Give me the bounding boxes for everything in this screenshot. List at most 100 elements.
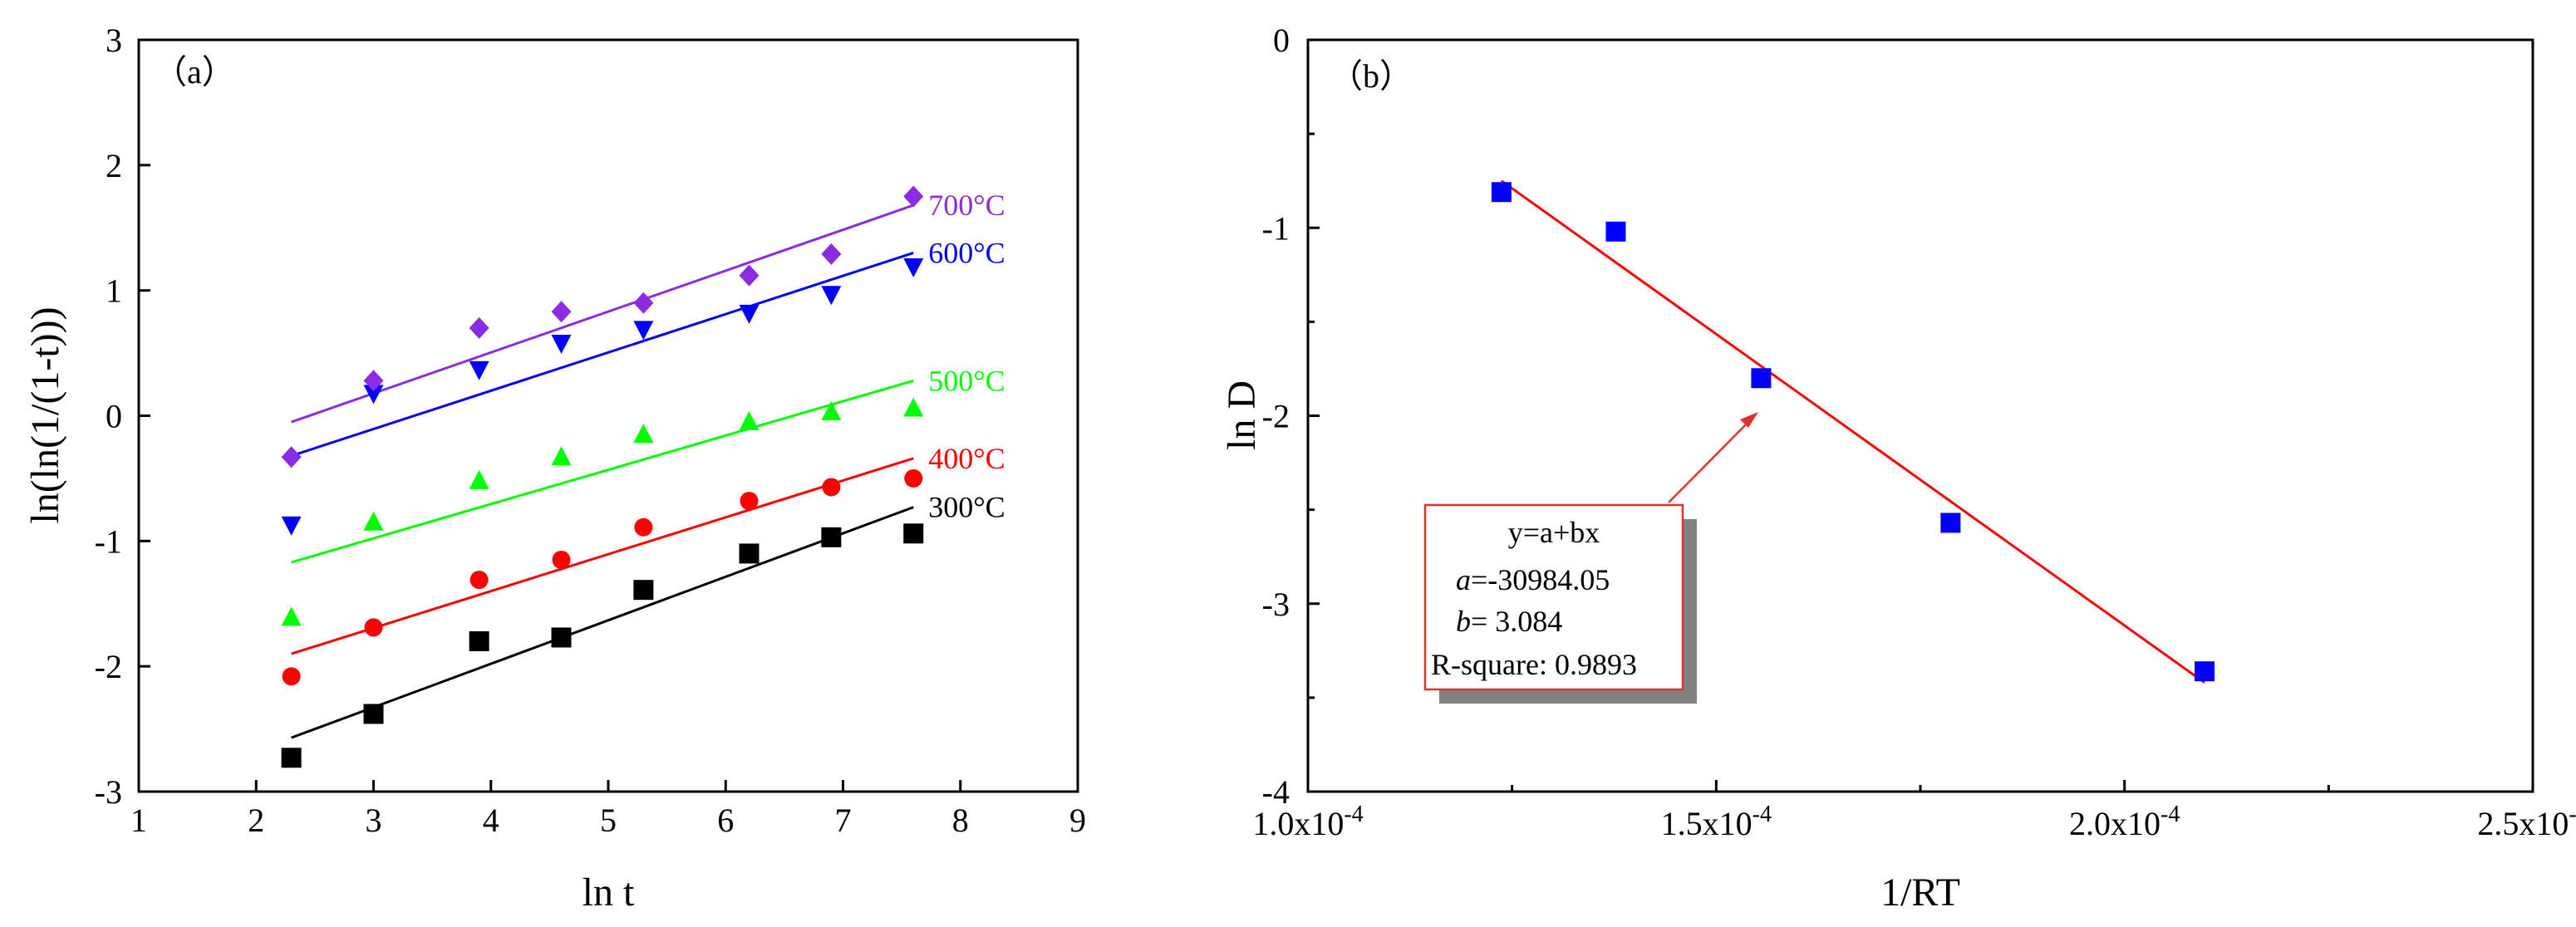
panel-b-xtick-label: 1.0x10-4: [1252, 802, 1363, 842]
panel-a-xtick-label: 5: [600, 802, 617, 839]
point-700C: [739, 264, 760, 287]
panel-b-chart: 1.0x10-4 1.5x10-4 2.0x10-4 2.5x10-4 -4 -3 -2 -1…: [1220, 22, 2576, 915]
panel-b-xtick-label: 2.0x10-4: [2069, 802, 2180, 842]
fit-line-500: [291, 379, 914, 564]
panel-b-fit-lines: [1501, 179, 2205, 684]
panel-b-axis-ticks: 1.0x10-4 1.5x10-4 2.0x10-4 2.5x10-4 -4 -3 -2 -1…: [1252, 22, 2576, 842]
panel-a-data-points: [281, 185, 924, 768]
point-700C: [821, 243, 842, 265]
point-500C: [363, 511, 384, 531]
panel-b-point: [1940, 513, 1961, 533]
panel-a-ylabel: ln(ln(1/(1-t))): [23, 307, 67, 523]
panel-b-point: [1491, 182, 1512, 203]
point-400C: [364, 618, 383, 637]
point-300C: [633, 580, 654, 601]
point-300C: [281, 748, 302, 768]
panel-a-xtick-label: 7: [835, 802, 852, 839]
equation-arrow: [1668, 414, 1756, 503]
point-600C: [551, 335, 572, 355]
point-600C: [821, 286, 842, 306]
equation-line-b: b= 3.084: [1456, 605, 1562, 638]
point-400C: [552, 550, 571, 569]
panel-b-point: [2194, 661, 2215, 682]
point-400C: [822, 478, 841, 497]
fit-line-700: [291, 204, 914, 424]
equation-arrowhead: [1740, 412, 1758, 428]
point-600C: [363, 385, 384, 405]
point-400C: [740, 492, 759, 511]
equation-line-r-square: R-square: 0.9893: [1431, 648, 1637, 681]
point-600C: [903, 258, 924, 278]
point-300C: [363, 704, 384, 724]
equation-line-formula: y=a+bx: [1508, 516, 1600, 549]
point-500C: [281, 606, 302, 626]
point-700C: [281, 446, 302, 468]
point-600C: [633, 321, 654, 341]
panel-b-ytick-label: -3: [1262, 586, 1290, 623]
panel-a-ytick-label: -2: [95, 648, 122, 685]
panel-a-ytick-label: -1: [95, 522, 122, 560]
point-400C: [634, 517, 653, 537]
point-400C: [904, 468, 923, 488]
equation-line-a: a=-30984.05: [1456, 563, 1610, 596]
point-700C: [551, 301, 572, 323]
point-600C: [469, 360, 489, 380]
point-300C: [903, 523, 924, 544]
point-700C: [903, 185, 924, 208]
panel-a-fit-lines: [291, 204, 914, 739]
panel-a-ytick-label: -3: [95, 773, 122, 811]
panel-b-ylabel: ln D: [1220, 380, 1264, 450]
panel-a-series-labels: 300°C 400°C 500°C 600°C 700°C: [928, 189, 1005, 524]
panel-a-plot-frame: [137, 38, 1079, 793]
point-600C: [739, 304, 760, 324]
series-label-500C: 500°C: [928, 364, 1005, 397]
panel-b-point: [1605, 221, 1626, 242]
point-700C: [633, 292, 654, 314]
equation-box: [1423, 503, 1684, 691]
point-700C: [363, 370, 384, 392]
panel-a-xtick-label: 4: [483, 802, 499, 839]
point-600C: [281, 516, 302, 536]
point-500C: [821, 400, 842, 420]
panel-b-ytick-label: -1: [1262, 209, 1290, 247]
panel-b-fit-line: [1501, 179, 2205, 684]
point-500C: [469, 469, 489, 489]
panel-b-ytick-label: -4: [1262, 773, 1290, 811]
panel-a-xlabel: ln t: [583, 871, 635, 915]
point-500C: [903, 397, 924, 417]
point-400C: [282, 667, 301, 686]
panel-b-xtick-label: 2.5x10-4: [2477, 802, 2576, 842]
point-300C: [551, 627, 572, 648]
panel-a-chart: 1 2 3 4 5 6 7 8 9 -3 -2 -1 0 1 2 3 300°C 400°C 500°C 600°C…: [23, 22, 1086, 915]
panel-a-xtick-label: 1: [130, 802, 147, 839]
panel-a-ytick-label: 0: [106, 398, 122, 435]
panel-a-ytick-label: 2: [106, 147, 122, 184]
panel-a-ytick-label: 3: [106, 22, 122, 59]
panel-a-xtick-label: 6: [717, 802, 734, 839]
series-label-600C: 600°C: [928, 236, 1005, 269]
panel-a-xtick-label: 9: [1069, 802, 1086, 839]
series-label-700C: 700°C: [928, 189, 1005, 222]
point-700C: [469, 316, 489, 339]
point-500C: [633, 424, 654, 444]
panel-a-xtick-label: 2: [248, 802, 264, 839]
panel-a-xtick-label: 8: [952, 802, 969, 839]
point-500C: [551, 446, 572, 466]
panel-b-ytick-label: -2: [1262, 398, 1290, 435]
fit-line-300: [291, 506, 914, 739]
series-label-300C: 300°C: [928, 491, 1005, 524]
panel-a-xtick-label: 3: [366, 802, 382, 839]
point-300C: [821, 527, 842, 547]
panel-b-label: （b）: [1330, 57, 1413, 95]
panel-a-axis-ticks: 1 2 3 4 5 6 7 8 9 -3 -2 -1 0 1 2 3: [95, 22, 1086, 839]
point-300C: [469, 631, 489, 651]
point-300C: [739, 543, 760, 564]
panel-b-point: [1751, 368, 1772, 389]
panel-a-ytick-label: 1: [106, 272, 122, 310]
point-500C: [739, 411, 760, 431]
panel-b-data-points: [1491, 182, 2215, 682]
panel-b-xtick-label: 1.5x10-4: [1661, 802, 1772, 842]
panel-b-ytick-label: 0: [1273, 22, 1290, 59]
series-label-400C: 400°C: [928, 442, 1005, 475]
